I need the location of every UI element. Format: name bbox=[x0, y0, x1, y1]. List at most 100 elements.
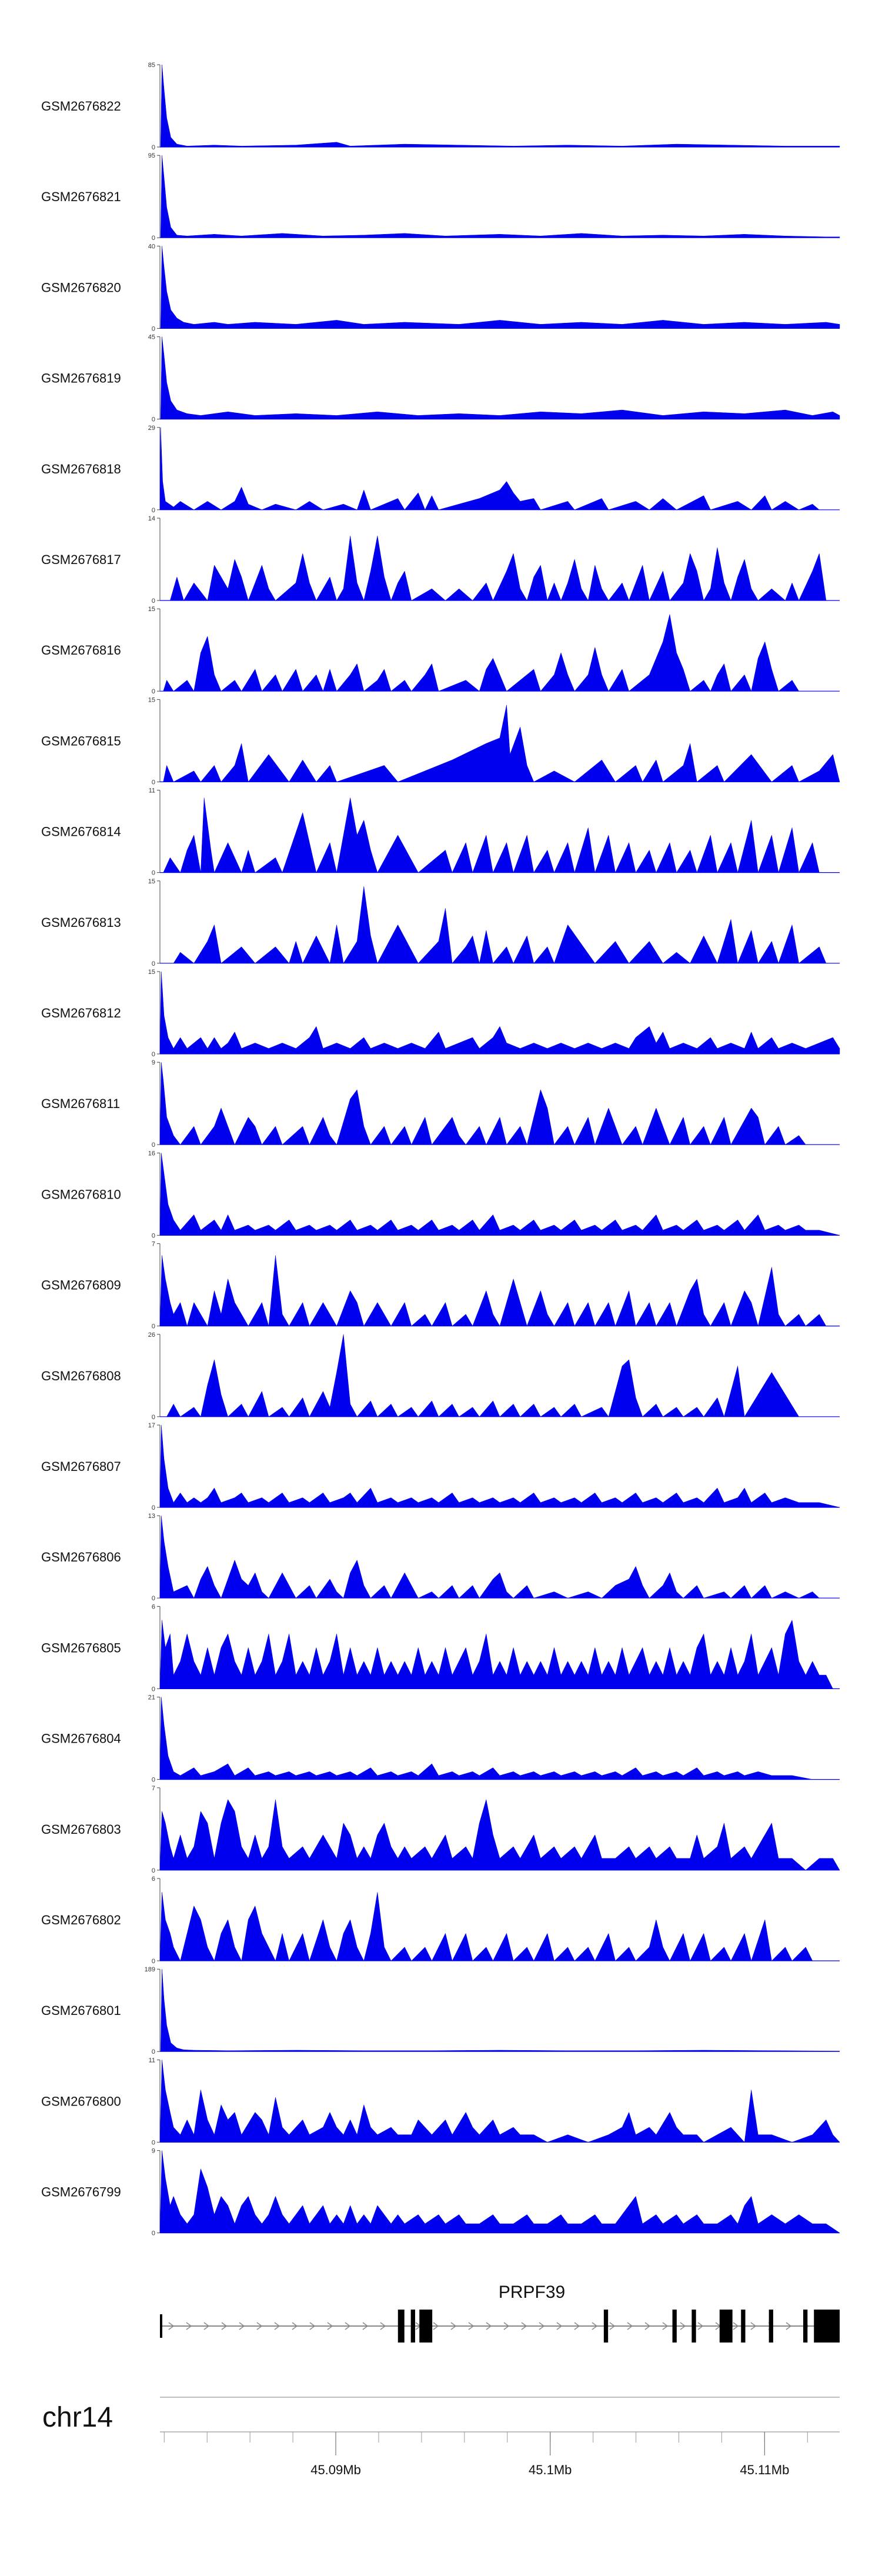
gene-exon bbox=[803, 2310, 808, 2343]
y-tick-max-label: 9 bbox=[152, 1059, 155, 1066]
y-tick-max-label: 11 bbox=[149, 2057, 155, 2064]
strand-arrow bbox=[733, 2322, 739, 2330]
coverage-track: GSM2676799 9 0 bbox=[41, 2148, 840, 2237]
track-label: GSM2676806 bbox=[41, 1550, 121, 1564]
coverage-track: GSM2676815 15 0 bbox=[41, 696, 840, 786]
strand-arrow bbox=[486, 2322, 492, 2330]
track-label: GSM2676815 bbox=[41, 733, 121, 748]
strand-arrow bbox=[186, 2322, 192, 2330]
y-tick-zero-label: 0 bbox=[152, 235, 155, 242]
coverage-tracks: GSM2676822850GSM2676821950GSM2676820400G… bbox=[41, 62, 840, 2237]
y-tick-max-label: 40 bbox=[148, 243, 155, 250]
coverage-area bbox=[160, 246, 840, 329]
y-tick-max-label: 7 bbox=[152, 1785, 155, 1792]
coverage-area bbox=[159, 1697, 840, 1780]
axis-tick-label: 45.09Mb bbox=[310, 2462, 361, 2477]
strand-arrow bbox=[539, 2322, 545, 2330]
y-tick-zero-label: 0 bbox=[152, 1867, 155, 1874]
coverage-track: GSM2676813 15 0 bbox=[41, 878, 840, 967]
strand-arrow bbox=[292, 2322, 298, 2330]
coverage-area bbox=[160, 705, 840, 783]
coverage-track: GSM2676819 45 0 bbox=[41, 334, 840, 423]
y-tick-zero-label: 0 bbox=[152, 870, 155, 877]
coverage-area bbox=[159, 1892, 840, 1961]
gene-exon bbox=[719, 2310, 733, 2343]
track-label: GSM2676813 bbox=[41, 915, 121, 930]
coverage-track: GSM2676818 29 0 bbox=[41, 425, 840, 514]
gene-exon bbox=[741, 2310, 746, 2343]
track-label: GSM2676819 bbox=[41, 371, 121, 386]
coverage-area bbox=[159, 1424, 840, 1508]
y-tick-max-label: 7 bbox=[152, 1241, 155, 1248]
coverage-track: GSM2676816 15 0 bbox=[41, 606, 840, 695]
track-label: GSM2676804 bbox=[41, 1731, 121, 1746]
y-tick-max-label: 95 bbox=[148, 152, 155, 159]
coverage-area bbox=[160, 886, 840, 964]
strand-arrow bbox=[309, 2322, 316, 2330]
coverage-area bbox=[160, 1334, 840, 1417]
strand-arrow bbox=[345, 2322, 351, 2330]
coverage-track: GSM2676814 11 0 bbox=[41, 788, 840, 877]
gene-name-label: PRPF39 bbox=[499, 2283, 565, 2302]
coverage-track: GSM2676809 7 0 bbox=[41, 1241, 840, 1330]
gene-exon bbox=[603, 2310, 609, 2343]
y-tick-zero-label: 0 bbox=[152, 1323, 155, 1330]
y-tick-zero-label: 0 bbox=[152, 1051, 155, 1058]
y-tick-max-label: 45 bbox=[148, 334, 155, 341]
strand-arrow bbox=[609, 2322, 616, 2330]
coverage-track: GSM2676801 189 0 bbox=[41, 1966, 840, 2056]
strand-arrow bbox=[380, 2322, 386, 2330]
strand-arrow bbox=[256, 2322, 263, 2330]
coverage-area bbox=[159, 2150, 840, 2233]
track-label: GSM2676803 bbox=[41, 1822, 121, 1837]
coverage-track: GSM2676820 40 0 bbox=[41, 243, 840, 332]
coverage-area bbox=[159, 1516, 840, 1599]
coverage-area bbox=[160, 614, 840, 692]
track-label: GSM2676802 bbox=[41, 1913, 121, 1927]
coverage-area bbox=[159, 427, 840, 510]
strand-arrow bbox=[556, 2322, 563, 2330]
y-tick-zero-label: 0 bbox=[152, 325, 155, 332]
y-tick-max-label: 15 bbox=[148, 878, 155, 885]
coverage-area bbox=[160, 336, 840, 419]
coverage-track: GSM2676807 17 0 bbox=[41, 1422, 840, 1511]
track-label: GSM2676799 bbox=[41, 2185, 121, 2200]
track-label: GSM2676808 bbox=[41, 1369, 121, 1383]
track-label: GSM2676821 bbox=[41, 189, 121, 204]
strand-arrow bbox=[662, 2322, 669, 2330]
coverage-area bbox=[160, 1969, 840, 2052]
strand-arrow bbox=[592, 2322, 598, 2330]
coverage-area bbox=[160, 155, 840, 238]
track-label: GSM2676818 bbox=[41, 462, 121, 476]
y-tick-zero-label: 0 bbox=[152, 1232, 155, 1239]
y-tick-max-label: 17 bbox=[148, 1422, 155, 1429]
track-label: GSM2676817 bbox=[41, 552, 121, 567]
coverage-track: GSM2676800 11 0 bbox=[41, 2057, 840, 2146]
gene-exon bbox=[691, 2310, 696, 2343]
y-tick-max-label: 21 bbox=[148, 1694, 155, 1701]
y-tick-zero-label: 0 bbox=[152, 1777, 155, 1784]
axis-tick-label: 45.11Mb bbox=[740, 2462, 789, 2477]
track-label: GSM2676805 bbox=[41, 1640, 121, 1655]
y-tick-zero-label: 0 bbox=[152, 1686, 155, 1693]
chromosome-label: chr14 bbox=[42, 2402, 113, 2433]
track-label: GSM2676801 bbox=[41, 2003, 121, 2018]
coverage-area bbox=[159, 1255, 840, 1327]
y-tick-max-label: 13 bbox=[148, 1513, 155, 1520]
y-tick-zero-label: 0 bbox=[152, 1595, 155, 1602]
coverage-track: GSM2676821 95 0 bbox=[41, 152, 840, 242]
coverage-track: GSM2676805 6 0 bbox=[41, 1603, 840, 1693]
coverage-track: GSM2676804 21 0 bbox=[41, 1694, 840, 1784]
y-tick-zero-label: 0 bbox=[152, 2139, 155, 2146]
y-tick-max-label: 16 bbox=[148, 1150, 155, 1157]
coverage-area bbox=[159, 2060, 840, 2143]
coverage-track: GSM2676812 15 0 bbox=[41, 969, 840, 1058]
y-tick-zero-label: 0 bbox=[152, 2048, 155, 2056]
y-tick-zero-label: 0 bbox=[152, 2230, 155, 2237]
y-tick-zero-label: 0 bbox=[152, 416, 155, 423]
track-label: GSM2676812 bbox=[41, 1006, 121, 1020]
y-tick-max-label: 6 bbox=[152, 1603, 155, 1610]
track-label: GSM2676811 bbox=[41, 1096, 120, 1111]
